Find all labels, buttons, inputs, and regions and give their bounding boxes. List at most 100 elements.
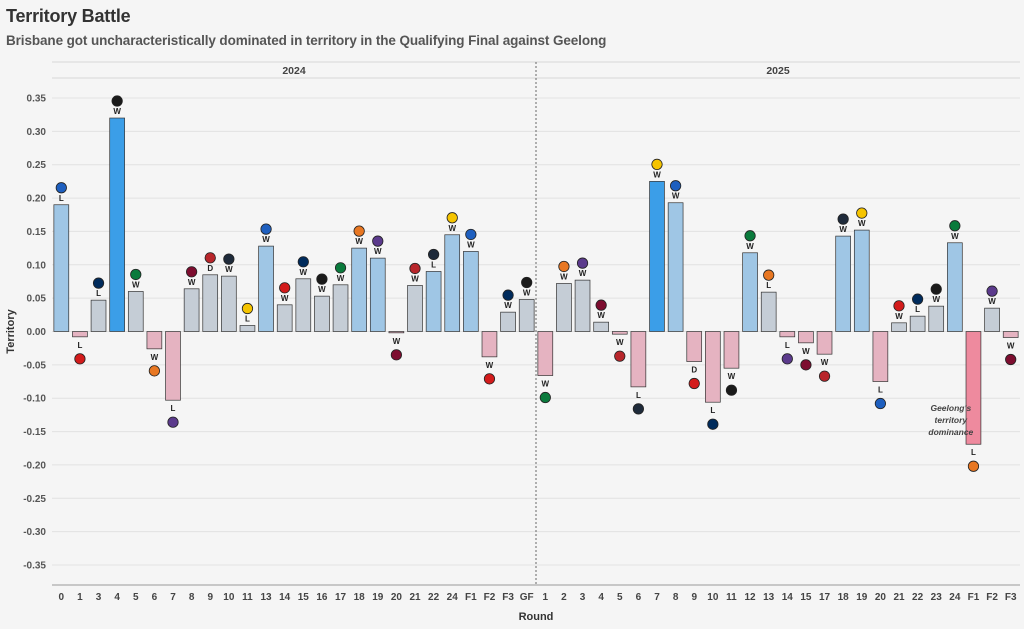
team-logo-icon	[465, 228, 477, 241]
result-label: L	[878, 386, 883, 395]
result-label: W	[188, 278, 196, 287]
result-label: W	[225, 265, 233, 274]
team-logo-icon	[912, 293, 924, 305]
y-tick-label: -0.05	[23, 360, 46, 371]
team-logo-icon	[856, 207, 868, 219]
x-tick-label: 19	[856, 592, 868, 603]
result-label: L	[766, 281, 771, 290]
team-logo-icon	[874, 397, 886, 410]
x-tick-label: 14	[279, 592, 291, 603]
result-label: W	[932, 295, 940, 304]
team-logo-icon	[130, 268, 142, 281]
team-logo-icon	[521, 276, 533, 289]
result-label: W	[151, 353, 159, 362]
result-label: W	[616, 338, 624, 347]
x-tick-label: F2	[484, 592, 496, 603]
team-logo-icon	[316, 273, 328, 285]
bar	[72, 331, 88, 338]
bar	[947, 242, 963, 332]
result-label: L	[59, 194, 64, 203]
bar	[314, 295, 330, 332]
team-logo-icon	[446, 212, 458, 224]
team-logo-icon	[241, 302, 254, 315]
team-logo-icon	[670, 180, 682, 192]
x-tick-label: 23	[931, 592, 943, 603]
x-tick-label: 16	[316, 592, 328, 603]
x-tick-label: 22	[428, 592, 440, 603]
x-tick-label: 2	[561, 592, 567, 603]
x-tick-label: 21	[409, 592, 421, 603]
y-tick-label: 0.05	[27, 294, 47, 305]
x-tick-label: 17	[819, 592, 831, 603]
x-tick-label: 18	[354, 592, 366, 603]
result-label: W	[113, 107, 121, 116]
result-label: W	[728, 372, 736, 381]
result-label: W	[653, 170, 661, 179]
result-label: W	[467, 240, 475, 249]
result-label: L	[971, 448, 976, 457]
bar	[984, 307, 1000, 332]
bar	[611, 331, 628, 335]
result-label: L	[710, 406, 715, 415]
result-label: W	[560, 272, 568, 281]
bar	[537, 331, 554, 376]
panel-label: 2025	[766, 65, 790, 77]
x-tick-label: F1	[968, 592, 980, 603]
bar	[221, 275, 237, 332]
chart-subtitle: Brisbane got uncharacteristically domina…	[6, 33, 607, 48]
x-tick-label: F1	[465, 592, 477, 603]
bar	[183, 288, 200, 332]
bar	[760, 291, 777, 332]
y-tick-label: -0.15	[23, 427, 46, 438]
y-tick-label: 0.25	[27, 160, 47, 171]
team-logo-icon	[632, 403, 644, 415]
result-label: L	[431, 260, 436, 269]
result-label: W	[318, 285, 326, 294]
bar	[127, 291, 144, 332]
result-label: D	[207, 264, 213, 273]
team-logo-icon	[688, 377, 700, 390]
x-tick-label: 6	[152, 592, 158, 603]
team-logo-icon	[390, 349, 402, 361]
bar	[239, 325, 256, 332]
result-label: W	[746, 242, 754, 251]
team-logo-icon	[967, 460, 980, 472]
bar	[891, 322, 907, 332]
bar	[351, 247, 367, 332]
team-logo-icon	[353, 225, 365, 237]
team-logo-icon	[111, 95, 123, 107]
x-tick-label: 20	[391, 592, 403, 603]
x-tick-label: 6	[636, 592, 642, 603]
x-tick-label: 18	[838, 592, 850, 603]
x-tick-label: 12	[745, 592, 757, 603]
team-logo-icon	[334, 262, 347, 274]
bar	[593, 321, 609, 332]
team-logo-icon	[651, 158, 663, 171]
bar	[1002, 331, 1019, 338]
bar	[872, 331, 889, 382]
team-logo-icon	[558, 260, 570, 273]
team-logo-icon	[186, 266, 198, 278]
result-label: L	[915, 305, 920, 314]
y-tick-label: 0.00	[27, 327, 47, 338]
x-axis-label: Round	[519, 611, 554, 623]
bar	[369, 257, 386, 332]
panel-label: 2024	[282, 65, 306, 77]
result-label: L	[96, 289, 101, 298]
x-tick-label: 10	[223, 592, 235, 603]
bar	[574, 279, 591, 332]
team-logo-icon	[279, 282, 291, 294]
result-label: W	[802, 347, 810, 356]
x-tick-label: 9	[207, 592, 213, 603]
team-logo-icon	[502, 289, 514, 301]
team-logo-icon	[539, 391, 551, 404]
x-tick-label: 17	[335, 592, 347, 603]
team-logo-icon	[986, 285, 998, 297]
x-tick-label: GF	[520, 592, 534, 603]
x-tick-label: 4	[114, 592, 120, 603]
bar	[798, 331, 814, 344]
team-logo-icon	[707, 418, 719, 430]
result-label: W	[355, 237, 363, 246]
y-tick-label: 0.30	[27, 127, 47, 138]
team-logo-icon	[818, 370, 831, 382]
